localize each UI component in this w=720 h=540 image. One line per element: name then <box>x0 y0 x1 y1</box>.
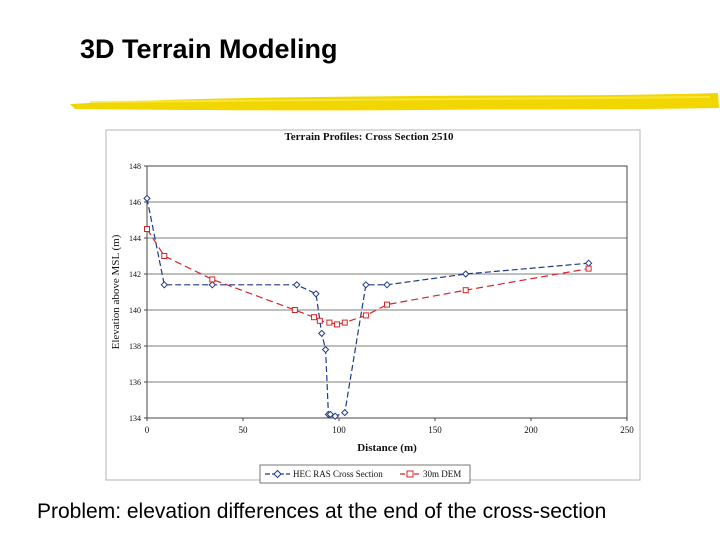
data-point-hec-ras-cross-section <box>160 281 168 289</box>
data-point-hec-ras-cross-section <box>318 329 326 338</box>
data-point-hec-ras-cross-section <box>208 281 216 289</box>
data-point-30m-dem <box>326 319 333 326</box>
data-point-hec-ras-cross-section <box>293 281 301 289</box>
data-point-30m-dem <box>144 226 150 232</box>
legend-marker-dem <box>406 470 414 478</box>
data-point-30m-dem <box>311 314 318 321</box>
chart-border <box>105 129 641 481</box>
legend-label-dem: 30m DEM <box>423 469 461 479</box>
y-tick-label: 148 <box>129 162 141 171</box>
x-axis-label: Distance (m) <box>357 442 417 454</box>
plot-area <box>146 165 628 419</box>
data-point-30m-dem <box>462 287 469 294</box>
x-tick-label: 250 <box>620 425 634 435</box>
data-point-30m-dem <box>341 319 348 326</box>
data-point-hec-ras-cross-section <box>312 290 320 298</box>
data-point-hec-ras-cross-section <box>362 281 370 289</box>
data-point-30m-dem <box>316 317 323 324</box>
y-tick-label: 142 <box>129 270 141 279</box>
data-point-hec-ras-cross-section <box>462 270 470 278</box>
data-point-30m-dem <box>209 276 216 283</box>
y-tick-label: 140 <box>129 306 141 315</box>
y-tick-label: 146 <box>129 198 141 207</box>
legend: HEC RAS Cross Section 30m DEM <box>259 464 471 484</box>
y-axis-label: Elevation above MSL (m) <box>110 234 122 349</box>
data-point-hec-ras-cross-section <box>341 408 349 417</box>
y-tick-label: 136 <box>129 378 141 387</box>
data-point-30m-dem <box>291 307 298 313</box>
x-tick-label: 50 <box>239 425 249 435</box>
series-line-hec-ras-cross-section <box>146 198 589 417</box>
data-point-hec-ras-cross-section <box>143 194 151 203</box>
chart-title: Terrain Profiles: Cross Section 2510 <box>284 131 454 143</box>
data-point-30m-dem <box>585 265 592 272</box>
x-tick-label: 150 <box>428 425 442 435</box>
slide-caption: Problem: elevation differences at the en… <box>37 500 607 523</box>
data-point-30m-dem <box>362 312 369 319</box>
x-tick-label: 0 <box>145 425 150 435</box>
slide-title: 3D Terrain Modeling <box>80 34 338 64</box>
data-point-hec-ras-cross-section <box>321 345 330 354</box>
y-tick-label: 138 <box>129 342 141 351</box>
legend-label-hec-ras: HEC RAS Cross Section <box>293 469 383 479</box>
data-point-30m-dem <box>334 321 341 328</box>
data-point-hec-ras-cross-section <box>584 259 593 267</box>
data-point-30m-dem <box>384 301 390 308</box>
data-point-hec-ras-cross-section <box>331 412 339 420</box>
data-point-hec-ras-cross-section <box>383 281 391 289</box>
x-tick-label: 200 <box>524 425 538 435</box>
x-tick-label: 100 <box>332 425 346 435</box>
data-point-30m-dem <box>161 253 168 259</box>
legend-marker-hec-ras <box>273 469 282 479</box>
y-tick-label: 134 <box>129 414 141 423</box>
legend-box <box>259 464 471 484</box>
y-tick-label: 144 <box>129 234 141 243</box>
